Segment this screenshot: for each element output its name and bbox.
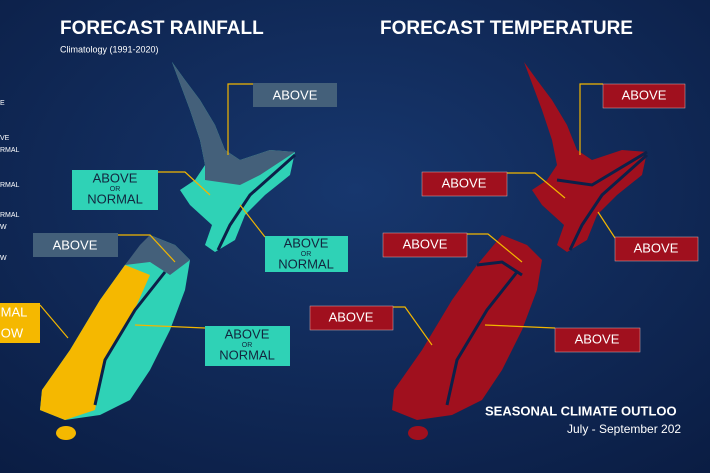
legend-text: E xyxy=(0,100,5,107)
stewart-island xyxy=(56,426,76,440)
label-box xyxy=(309,305,394,331)
boundary xyxy=(445,150,648,406)
label-box xyxy=(265,236,348,272)
label-box xyxy=(554,327,641,353)
label-text: NORMAL xyxy=(219,347,275,362)
label-box xyxy=(72,170,158,210)
label-box xyxy=(614,236,699,262)
label-box xyxy=(382,232,468,258)
south-island xyxy=(392,235,542,420)
region-north xyxy=(172,62,295,185)
label-box xyxy=(205,326,290,366)
rainfall-map: ABOVE ABOVE OR NORMAL ABOVE ABOVE OR NOR… xyxy=(0,62,348,440)
label-text: ABOVE xyxy=(442,175,487,190)
north-island xyxy=(524,62,647,252)
label-text: NORMAL xyxy=(278,256,334,271)
label-text: MAL xyxy=(1,304,28,319)
leader-line xyxy=(158,171,211,196)
leader-line xyxy=(39,304,69,339)
legend-text: W xyxy=(0,224,7,231)
label-text: OW xyxy=(1,325,24,340)
footer-subtitle: July - September 202 xyxy=(567,422,681,436)
temperature-title: FORECAST TEMPERATURE xyxy=(380,18,633,39)
label-box xyxy=(0,303,40,343)
legend-text: W xyxy=(0,255,7,262)
leader-line xyxy=(484,324,556,329)
leader-line xyxy=(134,324,206,329)
label-text: ABOVE xyxy=(273,87,318,102)
label-text: ABOVE xyxy=(93,170,138,185)
leader-line xyxy=(227,83,253,155)
stewart-island xyxy=(408,426,428,440)
leader-line xyxy=(118,234,176,263)
legend-text: RMAL xyxy=(0,212,20,219)
legend-text: RMAL xyxy=(0,182,20,189)
leader-line xyxy=(507,172,566,199)
region-nelson xyxy=(125,235,190,275)
label-text: ABOVE xyxy=(622,87,667,102)
label-text: ABOVE xyxy=(53,237,98,252)
rainfall-subtitle: Climatology (1991-2020) xyxy=(60,44,159,54)
leader-line xyxy=(239,204,266,238)
label-box xyxy=(421,171,508,197)
footer-title: SEASONAL CLIMATE OUTLOO xyxy=(485,403,677,418)
label-box xyxy=(253,83,337,107)
label-text: ABOVE xyxy=(403,236,448,251)
label-text: OR xyxy=(242,342,253,349)
leader-line xyxy=(393,306,433,346)
label-text: OR xyxy=(301,251,312,258)
label-text: OR xyxy=(110,186,121,193)
label-text: ABOVE xyxy=(329,309,374,324)
label-box xyxy=(602,83,686,109)
label-text: ABOVE xyxy=(284,235,329,250)
label-text: ABOVE xyxy=(575,331,620,346)
label-text: ABOVE xyxy=(225,326,270,341)
leader-line xyxy=(597,211,616,239)
rainfall-title: FORECAST RAINFALL xyxy=(60,18,264,39)
temperature-map: ABOVE ABOVE ABOVE ABOVE ABOVE ABOVE xyxy=(309,62,699,440)
legend-fragments: E VE RMAL RMAL RMAL W W xyxy=(0,100,20,262)
label-text: NORMAL xyxy=(87,191,143,206)
legend-text: VE xyxy=(0,135,10,142)
boundary xyxy=(93,153,296,406)
leader-line xyxy=(467,233,523,263)
label-box xyxy=(33,233,118,257)
label-text: ABOVE xyxy=(634,240,679,255)
leader-line xyxy=(579,83,603,155)
legend-text: RMAL xyxy=(0,147,20,154)
region-west xyxy=(40,265,150,420)
